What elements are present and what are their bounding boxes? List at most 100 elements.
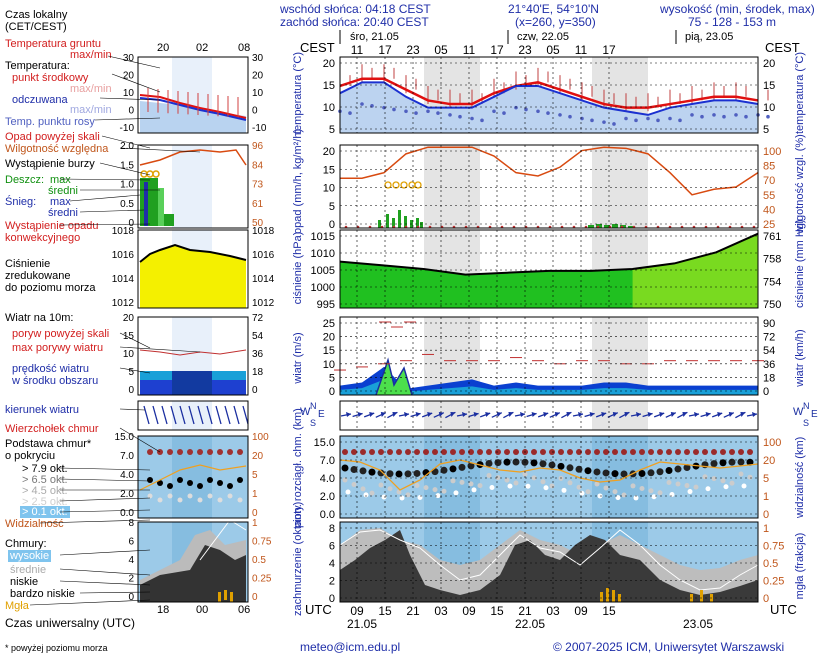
cloud-base-dot bbox=[683, 464, 691, 472]
wind-arrow-head bbox=[578, 412, 583, 417]
sunrise-text: wschód słońca: 04:18 CEST bbox=[280, 2, 431, 16]
legend-cb-dot bbox=[207, 449, 213, 455]
cloud-top-dot bbox=[459, 449, 465, 455]
legend-axis-tick: -10 bbox=[252, 123, 267, 134]
legend-base-dot bbox=[177, 477, 183, 483]
legend-axis-tick: 10 bbox=[123, 88, 135, 99]
conv-marker bbox=[548, 225, 552, 229]
night-band bbox=[424, 401, 480, 430]
legend-press-1: Ciśnienie bbox=[5, 258, 51, 270]
conv-marker bbox=[680, 225, 684, 229]
axis-tick-left: 995 bbox=[317, 299, 335, 311]
legend-base-dot bbox=[167, 483, 173, 489]
axis-tick-left: 20 bbox=[323, 146, 335, 158]
cloud-base-dot-light bbox=[486, 472, 492, 478]
legend-axis-tick: 2 bbox=[128, 574, 134, 585]
cloud-top-dot bbox=[720, 449, 726, 455]
cloud-base-dot-light bbox=[648, 488, 654, 494]
axis-tick-right: 18 bbox=[763, 372, 775, 384]
legend-c-high: wysokie bbox=[8, 550, 52, 562]
cloud-base-dot bbox=[584, 467, 592, 475]
compass-s: S bbox=[310, 418, 316, 428]
legend-base-dot-light bbox=[217, 497, 223, 503]
legend-rain-bar bbox=[158, 188, 164, 226]
temp-line bbox=[339, 77, 759, 109]
legend-cb-dot bbox=[217, 449, 223, 455]
legend-press-3: do poziomu morza bbox=[5, 282, 96, 294]
cloud-base-dot-light bbox=[459, 479, 465, 485]
wind-arrow bbox=[723, 412, 735, 418]
dewpoint-dot bbox=[744, 114, 748, 119]
legend-cover-low bbox=[140, 545, 246, 602]
cloud-base-dot-white bbox=[363, 492, 369, 498]
bottom-hour-label: 21 bbox=[518, 604, 532, 618]
legend-base-1: Podstawa chmur* bbox=[5, 438, 92, 450]
storm-marker bbox=[384, 181, 392, 189]
conv-marker bbox=[392, 225, 396, 229]
wind-arrow bbox=[503, 411, 514, 419]
legend-axis-tick: 72 bbox=[252, 313, 264, 324]
legend-base-dot-light bbox=[207, 493, 213, 499]
legend-panel-bg bbox=[138, 317, 248, 395]
legend-connector bbox=[111, 73, 161, 93]
cloud-base-dot-light bbox=[540, 479, 546, 485]
humidity-line bbox=[340, 146, 759, 196]
coords-text: 21°40'E, 54°10'N bbox=[508, 2, 599, 16]
cloud-base-dot bbox=[512, 458, 520, 466]
axis-tick-left: 25 bbox=[323, 318, 335, 330]
cloud-top-dot bbox=[504, 449, 510, 455]
legend-axis-tick: 0 bbox=[128, 106, 134, 117]
cloud-base-dot bbox=[341, 464, 349, 472]
legend-connector bbox=[119, 346, 201, 353]
legend-fog-bar bbox=[218, 592, 221, 602]
fog-bar bbox=[710, 594, 713, 602]
legend-temp-line bbox=[139, 94, 247, 119]
legend-axis-tick: 15.0 bbox=[115, 432, 135, 443]
axis-tick-left: 1015 bbox=[311, 231, 335, 243]
axis-tick-left: 10 bbox=[323, 183, 335, 195]
legend-base-dot-light bbox=[177, 497, 183, 503]
axis-tick-right: 758 bbox=[763, 254, 781, 266]
top-hour-label: 17 bbox=[490, 43, 504, 57]
cloud-base-dot-light bbox=[414, 482, 420, 488]
wind-arrow-head bbox=[589, 412, 595, 417]
cloud-base-dot-light bbox=[684, 483, 690, 489]
rain-bar bbox=[596, 224, 602, 228]
legend-base-dot bbox=[197, 483, 203, 489]
axis-tick-right: 0.25 bbox=[763, 576, 784, 588]
cloud-top-dot bbox=[477, 449, 483, 455]
cloud-base-dot bbox=[368, 468, 376, 476]
bottom-hour-label: 15 bbox=[378, 604, 392, 618]
legend-connector bbox=[107, 55, 161, 69]
axis-tick-right: 72 bbox=[763, 332, 775, 344]
legend-conv-2: konwekcyjnego bbox=[5, 232, 81, 244]
cloud-base-dot-light bbox=[504, 477, 510, 483]
legend-connector bbox=[101, 135, 151, 149]
legend-connector bbox=[119, 408, 146, 411]
top-hour-label: 11 bbox=[463, 43, 476, 57]
legend-temp-mid: punkt środkowy bbox=[12, 72, 89, 84]
wind-arrow-head bbox=[752, 412, 757, 417]
cloud-base-dot-light bbox=[513, 480, 519, 486]
legend-cover-high bbox=[140, 530, 246, 602]
wind-arrow bbox=[619, 411, 630, 419]
panel-label-precip-l: opad (mm/h, kg/m²/h) bbox=[292, 128, 304, 234]
cloud-base-dot-light bbox=[468, 481, 474, 487]
legend-wind-arrow bbox=[197, 405, 204, 425]
panel-bg bbox=[340, 317, 758, 395]
legend-base-dot-light bbox=[227, 493, 233, 499]
legend-panel-border bbox=[137, 521, 249, 603]
cover-low bbox=[340, 530, 758, 602]
legend-axis-tick: 20 bbox=[123, 313, 135, 324]
footer-email[interactable]: meteo@icm.edu.pl bbox=[300, 640, 401, 654]
cloud-base-dot bbox=[710, 460, 718, 468]
cloud-base-dot-light bbox=[738, 471, 744, 477]
legend-c-low: niskie bbox=[10, 576, 39, 588]
cloud-top-dot bbox=[360, 449, 366, 455]
conv-marker bbox=[656, 225, 660, 229]
wind-arrow bbox=[445, 411, 456, 419]
legend-axis-tick: 73 bbox=[252, 180, 264, 191]
bottom-hour-label: 09 bbox=[462, 604, 476, 618]
cloud-top-dot bbox=[576, 449, 582, 455]
cloud-base-dot-light bbox=[621, 492, 627, 498]
